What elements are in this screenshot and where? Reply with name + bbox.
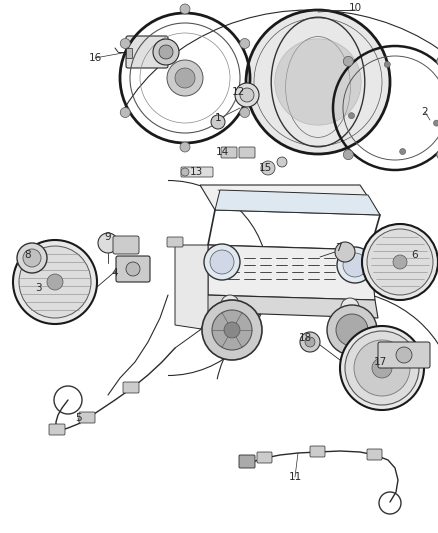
Text: 3: 3: [35, 283, 41, 293]
Circle shape: [354, 340, 410, 396]
FancyBboxPatch shape: [239, 147, 255, 158]
FancyBboxPatch shape: [378, 342, 430, 368]
Polygon shape: [208, 245, 375, 300]
Text: 18: 18: [298, 333, 311, 343]
Circle shape: [384, 61, 390, 68]
Text: 10: 10: [349, 3, 361, 13]
FancyBboxPatch shape: [367, 449, 382, 460]
Text: 11: 11: [288, 472, 302, 482]
Circle shape: [437, 56, 438, 66]
Text: 7: 7: [335, 243, 341, 253]
Text: 14: 14: [215, 147, 229, 157]
Circle shape: [349, 112, 354, 119]
Circle shape: [343, 253, 367, 277]
Circle shape: [181, 168, 189, 176]
Circle shape: [19, 246, 91, 318]
Circle shape: [212, 310, 252, 350]
Circle shape: [261, 161, 275, 175]
Text: 15: 15: [258, 163, 272, 173]
Circle shape: [153, 39, 179, 65]
Circle shape: [336, 314, 368, 346]
Circle shape: [393, 255, 407, 269]
FancyBboxPatch shape: [257, 452, 272, 463]
Circle shape: [224, 322, 240, 338]
Circle shape: [275, 39, 361, 125]
Circle shape: [13, 240, 97, 324]
Circle shape: [367, 229, 433, 295]
Text: 17: 17: [373, 357, 387, 367]
Circle shape: [246, 10, 390, 154]
Circle shape: [305, 337, 315, 347]
Circle shape: [327, 305, 377, 355]
Text: 2: 2: [422, 107, 428, 117]
Polygon shape: [215, 190, 380, 215]
Text: 9: 9: [105, 232, 111, 242]
Circle shape: [159, 45, 173, 59]
Circle shape: [434, 120, 438, 126]
Circle shape: [175, 68, 195, 88]
Text: 16: 16: [88, 53, 102, 63]
Circle shape: [211, 115, 225, 129]
Circle shape: [98, 233, 118, 253]
FancyBboxPatch shape: [116, 256, 150, 282]
FancyBboxPatch shape: [181, 167, 213, 177]
FancyBboxPatch shape: [49, 424, 65, 435]
Circle shape: [335, 242, 355, 262]
Text: 8: 8: [25, 250, 31, 260]
FancyBboxPatch shape: [79, 412, 95, 423]
Circle shape: [240, 88, 254, 102]
Polygon shape: [200, 185, 380, 215]
FancyBboxPatch shape: [126, 48, 132, 58]
Text: 12: 12: [231, 87, 245, 97]
Circle shape: [343, 150, 353, 160]
Circle shape: [23, 249, 41, 267]
FancyBboxPatch shape: [221, 147, 237, 158]
Circle shape: [204, 244, 240, 280]
FancyBboxPatch shape: [113, 236, 139, 254]
Circle shape: [180, 142, 190, 152]
Circle shape: [17, 243, 47, 273]
Circle shape: [210, 250, 234, 274]
FancyBboxPatch shape: [167, 237, 183, 247]
Circle shape: [202, 300, 262, 360]
Circle shape: [240, 108, 250, 117]
Circle shape: [362, 224, 438, 300]
Circle shape: [372, 358, 392, 378]
Circle shape: [343, 56, 353, 66]
Circle shape: [437, 150, 438, 160]
Circle shape: [180, 4, 190, 14]
Polygon shape: [175, 245, 208, 330]
Circle shape: [120, 38, 130, 49]
Polygon shape: [205, 295, 378, 318]
Circle shape: [341, 298, 359, 316]
Circle shape: [277, 157, 287, 167]
Circle shape: [400, 149, 406, 155]
Circle shape: [167, 60, 203, 96]
Text: 4: 4: [112, 268, 118, 278]
Circle shape: [221, 295, 239, 313]
Text: 13: 13: [189, 167, 203, 177]
Text: 1: 1: [215, 113, 221, 123]
Circle shape: [345, 331, 419, 405]
Text: 5: 5: [75, 413, 81, 423]
Text: 6: 6: [412, 250, 418, 260]
FancyBboxPatch shape: [310, 446, 325, 457]
Circle shape: [235, 83, 259, 107]
Circle shape: [340, 326, 424, 410]
Circle shape: [396, 347, 412, 363]
Circle shape: [240, 38, 250, 49]
FancyBboxPatch shape: [239, 455, 255, 468]
Circle shape: [47, 274, 63, 290]
FancyBboxPatch shape: [126, 36, 168, 68]
FancyBboxPatch shape: [123, 382, 139, 393]
Circle shape: [337, 247, 373, 283]
Circle shape: [126, 262, 140, 276]
Circle shape: [120, 108, 130, 117]
Circle shape: [300, 332, 320, 352]
